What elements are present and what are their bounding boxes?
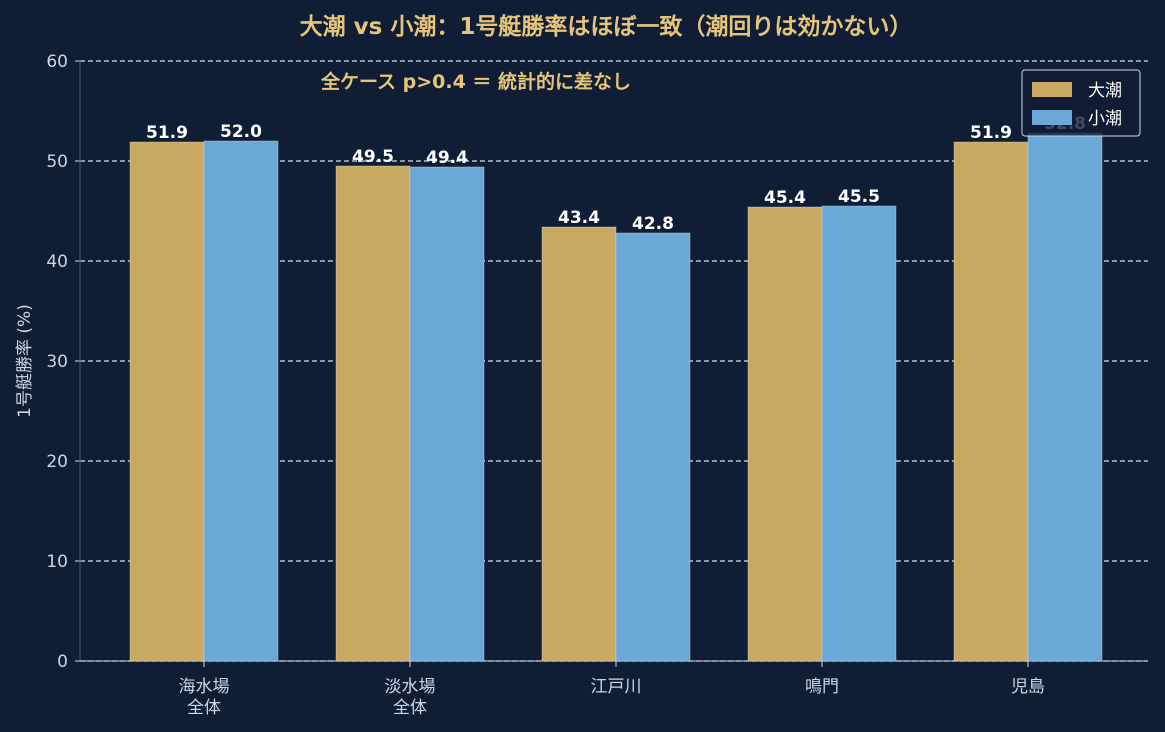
bar-value-label: 52.0 xyxy=(220,122,262,142)
bar xyxy=(541,226,617,662)
x-tick-label: 海水場全体 xyxy=(179,677,230,718)
y-tick-label: 20 xyxy=(46,452,68,472)
bar xyxy=(129,141,205,662)
bar xyxy=(335,165,411,662)
bar-value-label: 49.4 xyxy=(426,148,468,168)
x-tick-label-line: 淡水場 xyxy=(385,677,436,697)
bar xyxy=(1027,132,1103,662)
bar xyxy=(953,141,1029,662)
chart-title: 大潮 vs 小潮：1号艇勝率はほぼ一致（潮回りは効かない） xyxy=(300,13,913,40)
y-tick-label: 10 xyxy=(46,552,68,572)
bar-value-label: 45.5 xyxy=(838,187,880,207)
bar-value-label: 45.4 xyxy=(764,188,806,208)
legend-label: 小潮 xyxy=(1088,109,1122,129)
y-tick-labels: 0 10 20 30 40 50 60 xyxy=(46,52,68,672)
legend-box xyxy=(1021,69,1141,137)
bars xyxy=(129,132,1103,662)
y-tick-label: 0 xyxy=(57,652,68,672)
x-tick-label: 児島 xyxy=(1011,677,1045,697)
bar xyxy=(409,166,485,662)
legend-label: 大潮 xyxy=(1088,81,1122,101)
y-tick-label: 30 xyxy=(46,352,68,372)
x-tick-label-line: 全体 xyxy=(187,698,221,718)
x-tick-label: 江戸川 xyxy=(591,677,642,697)
bar xyxy=(747,206,823,662)
value-labels: 51.952.049.549.443.442.845.445.551.952.8 xyxy=(146,114,1086,234)
bar xyxy=(821,205,897,662)
y-axis-label: 1号艇勝率 (%) xyxy=(15,304,35,418)
x-tick-label-line: 児島 xyxy=(1011,677,1045,697)
y-tick-label: 50 xyxy=(46,152,68,172)
significance-annotation: 全ケース p>0.4 ＝ 統計的に差なし xyxy=(320,70,631,93)
bar-value-label: 51.9 xyxy=(970,123,1012,143)
bar xyxy=(203,140,279,662)
x-tick-label: 淡水場全体 xyxy=(385,677,436,718)
x-tick-label-line: 海水場 xyxy=(179,677,230,697)
y-tick-label: 40 xyxy=(46,252,68,272)
bar-value-label: 42.8 xyxy=(632,214,674,234)
x-tick-label-line: 全体 xyxy=(393,698,427,718)
x-tick-label-line: 鳴門 xyxy=(805,677,839,697)
legend-swatch xyxy=(1032,82,1072,97)
x-tick-label: 鳴門 xyxy=(805,677,839,697)
bar-value-label: 49.5 xyxy=(352,147,394,167)
bar-value-label: 51.9 xyxy=(146,123,188,143)
bar xyxy=(615,232,691,662)
x-tick-label-line: 江戸川 xyxy=(591,677,642,697)
y-tick-label: 60 xyxy=(46,52,68,72)
bar-value-label: 43.4 xyxy=(558,208,600,228)
legend-swatch xyxy=(1032,110,1072,125)
